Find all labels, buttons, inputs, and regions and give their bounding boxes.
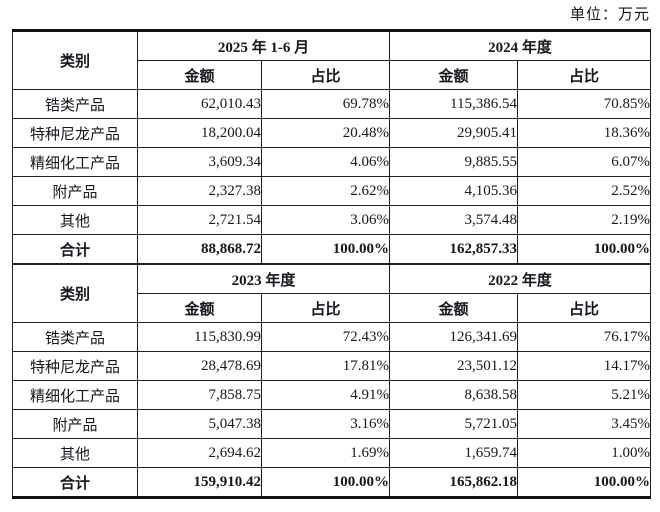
total-label: 合计: [12, 234, 138, 264]
amount-cell: 23,501.12: [389, 351, 519, 381]
category-cell: 附产品: [12, 409, 138, 439]
amount-cell: 9,885.55: [389, 147, 518, 177]
group-header-row: 类别 2025 年 1-6 月 2024 年度: [12, 30, 652, 90]
total-amount-cell: 165,862.18: [389, 467, 519, 498]
sub-header-row: 金额 占比 金额 占比: [13, 60, 652, 90]
amount-header: 金额: [137, 293, 262, 323]
ratio-header: 占比: [260, 293, 391, 323]
revenue-table-2023-2022: 类别 2023 年度 2022 年度 金额 占比 金额 占比 锆类产品 115,…: [12, 264, 652, 499]
category-cell: 其他: [12, 438, 138, 468]
ratio-cell: 76.17%: [517, 322, 652, 352]
category-cell: 其他: [12, 205, 138, 235]
period-header: 2024 年度: [388, 30, 652, 61]
ratio-cell: 3.45%: [517, 409, 652, 439]
amount-header: 金额: [389, 60, 518, 90]
total-row: 合计 159,910.42 100.00% 165,862.18 100.00%: [12, 467, 652, 498]
ratio-cell: 5.21%: [517, 380, 652, 410]
amount-cell: 7,858.75: [137, 380, 262, 410]
revenue-table-2025-2024: 类别 2025 年 1-6 月 2024 年度 金额 占比 金额 占比 锆类产品…: [12, 29, 652, 264]
table-row: 特种尼龙产品 28,478.69 17.81% 23,501.12 14.17%: [12, 351, 652, 381]
ratio-cell: 69.78%: [261, 89, 390, 119]
table-row: 其他 2,721.54 3.06% 3,574.48 2.19%: [12, 205, 652, 235]
category-cell: 特种尼龙产品: [12, 351, 138, 381]
category-cell: 特种尼龙产品: [12, 118, 138, 148]
amount-cell: 29,905.41: [389, 118, 518, 148]
ratio-cell: 4.06%: [261, 147, 390, 177]
amount-cell: 115,830.99: [137, 322, 262, 352]
ratio-cell: 18.36%: [516, 118, 652, 148]
table-row: 其他 2,694.62 1.69% 1,659.74 1.00%: [12, 438, 652, 468]
amount-cell: 3,609.34: [137, 147, 262, 177]
table-row: 锆类产品 115,830.99 72.43% 126,341.69 76.17%: [12, 322, 652, 352]
amount-cell: 8,638.58: [389, 380, 519, 410]
total-ratio-cell: 100.00%: [517, 467, 652, 498]
table-row: 特种尼龙产品 18,200.04 20.48% 29,905.41 18.36%: [12, 118, 652, 148]
total-ratio-cell: 100.00%: [516, 234, 652, 264]
category-cell: 精细化工产品: [12, 380, 138, 410]
total-amount-cell: 159,910.42: [137, 467, 262, 498]
category-cell: 锆类产品: [12, 89, 138, 119]
period-header: 2025 年 1-6 月: [137, 30, 390, 61]
table-row: 附产品 2,327.38 2.62% 4,105.36 2.52%: [12, 176, 652, 206]
ratio-cell: 2.52%: [516, 176, 652, 206]
amount-cell: 2,721.54: [137, 205, 262, 235]
amount-cell: 115,386.54: [389, 89, 518, 119]
category-cell: 附产品: [12, 176, 138, 206]
table-row: 精细化工产品 7,858.75 4.91% 8,638.58 5.21%: [12, 380, 652, 410]
total-ratio-cell: 100.00%: [260, 467, 391, 498]
unit-label: 单位：万元: [569, 7, 650, 23]
category-header: 类别: [12, 264, 138, 323]
ratio-cell: 1.69%: [260, 438, 391, 468]
amount-cell: 5,047.38: [137, 409, 262, 439]
amount-cell: 18,200.04: [137, 118, 262, 148]
ratio-header: 占比: [517, 293, 652, 323]
total-row: 合计 88,868.72 100.00% 162,857.33 100.00%: [12, 234, 652, 264]
sub-header-row: 金额 占比 金额 占比: [13, 293, 652, 323]
tables-container: 类别 2025 年 1-6 月 2024 年度 金额 占比 金额 占比 锆类产品…: [12, 29, 652, 499]
amount-cell: 2,327.38: [137, 176, 262, 206]
amount-header: 金额: [389, 293, 519, 323]
ratio-cell: 14.17%: [517, 351, 652, 381]
amount-header: 金额: [137, 60, 262, 90]
total-amount-cell: 162,857.33: [389, 234, 518, 264]
category-cell: 锆类产品: [12, 322, 138, 352]
total-amount-cell: 88,868.72: [137, 234, 262, 264]
ratio-cell: 3.16%: [260, 409, 391, 439]
ratio-cell: 2.19%: [516, 205, 652, 235]
total-ratio-cell: 100.00%: [261, 234, 390, 264]
ratio-cell: 2.62%: [261, 176, 390, 206]
ratio-cell: 17.81%: [260, 351, 391, 381]
ratio-cell: 1.00%: [517, 438, 652, 468]
period-header: 2022 年度: [389, 264, 652, 294]
ratio-cell: 70.85%: [516, 89, 652, 119]
period-header: 2023 年度: [136, 264, 391, 294]
ratio-cell: 3.06%: [261, 205, 390, 235]
amount-cell: 1,659.74: [389, 438, 519, 468]
amount-cell: 2,694.62: [137, 438, 262, 468]
table-row: 精细化工产品 3,609.34 4.06% 9,885.55 6.07%: [12, 147, 652, 177]
table-row: 锆类产品 62,010.43 69.78% 115,386.54 70.85%: [12, 89, 652, 119]
table-row: 附产品 5,047.38 3.16% 5,721.05 3.45%: [12, 409, 652, 439]
ratio-cell: 4.91%: [260, 380, 391, 410]
amount-cell: 5,721.05: [389, 409, 519, 439]
ratio-cell: 72.43%: [260, 322, 391, 352]
amount-cell: 62,010.43: [137, 89, 262, 119]
ratio-header: 占比: [261, 60, 390, 90]
category-header: 类别: [12, 30, 138, 90]
ratio-header: 占比: [516, 60, 652, 90]
category-cell: 精细化工产品: [12, 147, 138, 177]
group-header-row: 类别 2023 年度 2022 年度: [12, 264, 652, 323]
amount-cell: 28,478.69: [137, 351, 262, 381]
ratio-cell: 6.07%: [516, 147, 652, 177]
amount-cell: 4,105.36: [389, 176, 518, 206]
total-label: 合计: [12, 467, 138, 498]
ratio-cell: 20.48%: [261, 118, 390, 148]
amount-cell: 126,341.69: [389, 322, 519, 352]
amount-cell: 3,574.48: [389, 205, 518, 235]
